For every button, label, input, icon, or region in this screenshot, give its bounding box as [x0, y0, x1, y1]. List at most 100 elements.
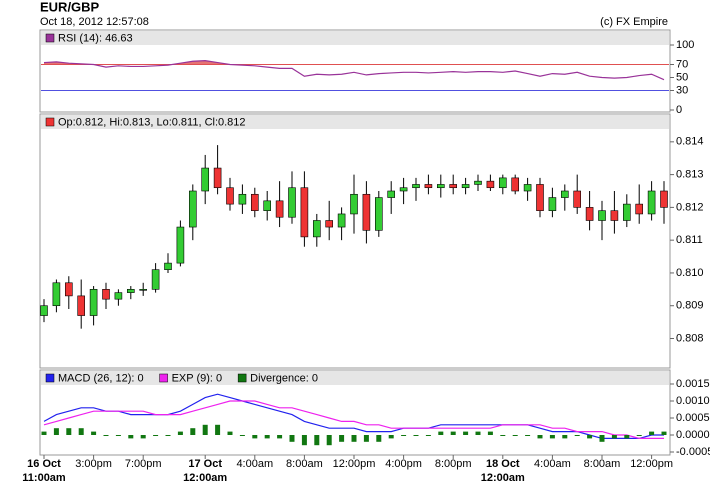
candle-body: [238, 193, 247, 205]
divergence-bar: [649, 431, 655, 435]
candle-body: [498, 177, 507, 189]
candle-body: [387, 190, 396, 198]
legend-swatch: [45, 117, 55, 127]
divergence-bar: [314, 435, 320, 446]
x-tick-label: 12:00pm: [630, 458, 673, 470]
y-tick-label: 0.808: [676, 332, 704, 344]
divergence-bar: [78, 428, 84, 435]
y-tick-label: 0.0005: [676, 412, 710, 424]
candle-body: [573, 190, 582, 208]
candle-body: [536, 184, 544, 211]
y-tick-label: 100: [676, 39, 694, 51]
x-tick-label: 12:00am: [183, 472, 227, 484]
divergence-bar: [252, 435, 258, 439]
divergence-bar: [66, 428, 72, 435]
legend-swatch: [45, 33, 55, 43]
y-tick-label: 0: [676, 104, 682, 116]
candle-body: [461, 184, 470, 189]
candle-body: [337, 213, 346, 228]
y-tick-label: -0.0005: [676, 446, 710, 458]
candle-body: [436, 184, 445, 189]
y-tick-label: 0.813: [676, 169, 704, 181]
x-tick-label: 12:00pm: [333, 458, 376, 470]
legend-label: Divergence: 0: [250, 372, 318, 384]
divergence-bar: [301, 435, 307, 446]
divergence-bar: [351, 435, 357, 442]
candle-body: [312, 220, 321, 238]
x-tick-label: 4:00am: [236, 458, 273, 470]
candle-body: [325, 220, 334, 228]
y-tick-label: 0.810: [676, 267, 704, 279]
candle-body: [77, 295, 85, 316]
x-day-label: 18 Oct: [486, 458, 520, 470]
divergence-bar: [413, 435, 419, 436]
divergence-bar: [153, 435, 159, 436]
candle-body: [52, 282, 61, 307]
divergence-bar: [574, 435, 580, 436]
divergence-bar: [363, 435, 369, 442]
divergence-bar: [661, 431, 667, 435]
candle-body: [412, 184, 420, 189]
x-tick-label: 7:00pm: [125, 458, 162, 470]
candle-body: [350, 193, 358, 215]
candle-body: [622, 203, 631, 221]
divergence-bar: [239, 435, 245, 436]
panel-header: [41, 31, 669, 45]
divergence-bar: [450, 431, 456, 435]
legend-swatch: [45, 373, 55, 383]
divergence-bar: [487, 431, 493, 435]
x-tick-label: 8:00am: [286, 458, 323, 470]
legend-swatch: [159, 373, 168, 383]
x-tick-label: 12:00am: [481, 472, 525, 484]
divergence-bar: [103, 435, 109, 436]
candle-body: [635, 203, 644, 215]
macd-line: [43, 400, 664, 439]
candle-body: [399, 187, 408, 192]
candle-body: [201, 167, 209, 192]
divergence-bar: [326, 435, 332, 446]
divergence-bar: [500, 435, 506, 436]
candle-body: [424, 184, 433, 189]
divergence-bar: [438, 431, 444, 435]
overbought-fill: [44, 60, 664, 65]
candle-body: [598, 210, 606, 221]
divergence-bar: [562, 435, 568, 439]
timestamp: Oct 18, 2012 12:57:08: [40, 16, 149, 28]
candle-body: [548, 197, 557, 211]
x-tick-label: 8:00pm: [435, 458, 472, 470]
candle-body: [176, 226, 185, 264]
divergence-bar: [140, 435, 146, 439]
divergence-bar: [215, 424, 221, 435]
x-tick-label: 4:00pm: [385, 458, 422, 470]
chart-title: EUR/GBP: [40, 0, 100, 14]
candle-body: [251, 193, 259, 211]
y-tick-label: 0.809: [676, 300, 704, 312]
candle-body: [610, 210, 619, 221]
candle-body: [660, 190, 668, 208]
divergence-bar: [289, 435, 295, 442]
divergence-bar: [339, 435, 345, 442]
legend-label: Op:0.812, Hi:0.813, Lo:0.811, Cl:0.812: [58, 116, 246, 128]
divergence-bar: [463, 431, 469, 435]
legend-swatch: [237, 373, 247, 383]
y-tick-label: 0.0000: [676, 429, 710, 441]
candle-body: [263, 200, 272, 211]
divergence-bar: [53, 428, 59, 435]
divergence-bar: [549, 435, 555, 439]
panel-frame: [39, 113, 671, 369]
candle-body: [449, 184, 458, 189]
candle-body: [275, 200, 284, 218]
legend-label: MACD (26, 12): 0: [58, 372, 144, 384]
divergence-bar: [41, 431, 47, 435]
divergence-bar: [425, 435, 431, 436]
divergence-bar: [177, 431, 183, 435]
candle-body: [127, 289, 135, 293]
divergence-bar: [636, 435, 642, 436]
macd-line: [43, 393, 664, 439]
x-day-label: 16 Oct: [27, 458, 61, 470]
candle-body: [164, 262, 172, 270]
candle-body: [213, 167, 222, 189]
divergence-bar: [388, 435, 394, 439]
